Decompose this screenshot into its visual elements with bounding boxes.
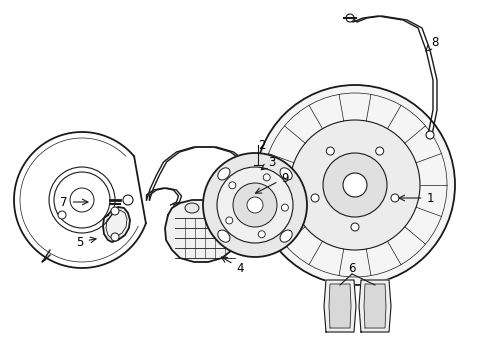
Ellipse shape: [375, 147, 383, 155]
Polygon shape: [164, 200, 240, 262]
Ellipse shape: [289, 120, 419, 250]
Polygon shape: [324, 280, 355, 332]
Ellipse shape: [123, 195, 133, 205]
Text: 2: 2: [258, 139, 265, 152]
Ellipse shape: [310, 194, 318, 202]
Ellipse shape: [217, 167, 292, 243]
Ellipse shape: [390, 194, 398, 202]
Ellipse shape: [325, 147, 334, 155]
Ellipse shape: [225, 217, 232, 224]
Ellipse shape: [203, 153, 306, 257]
Ellipse shape: [54, 172, 110, 228]
Ellipse shape: [240, 216, 247, 224]
Text: 8: 8: [425, 36, 438, 51]
Ellipse shape: [246, 197, 263, 213]
Ellipse shape: [217, 168, 229, 180]
Ellipse shape: [281, 204, 288, 211]
Ellipse shape: [215, 203, 228, 213]
Text: 3: 3: [261, 156, 275, 170]
Polygon shape: [363, 284, 385, 328]
Circle shape: [425, 131, 433, 139]
Ellipse shape: [280, 230, 292, 242]
Ellipse shape: [228, 182, 235, 189]
Text: 1: 1: [398, 192, 433, 204]
Text: 7: 7: [60, 195, 88, 208]
Polygon shape: [328, 284, 350, 328]
Ellipse shape: [323, 153, 386, 217]
Ellipse shape: [258, 231, 264, 238]
Ellipse shape: [184, 203, 199, 213]
Text: 4: 4: [221, 257, 243, 274]
Circle shape: [346, 14, 353, 22]
Ellipse shape: [58, 211, 66, 219]
Ellipse shape: [263, 174, 270, 181]
Ellipse shape: [254, 85, 454, 285]
Polygon shape: [358, 280, 390, 332]
Ellipse shape: [70, 188, 94, 212]
Ellipse shape: [350, 223, 358, 231]
Circle shape: [111, 207, 119, 215]
Text: 9: 9: [255, 171, 288, 193]
Text: 6: 6: [347, 261, 355, 274]
Ellipse shape: [232, 183, 276, 227]
Ellipse shape: [217, 230, 229, 242]
Circle shape: [111, 233, 119, 241]
Polygon shape: [103, 207, 130, 242]
Text: 5: 5: [76, 235, 96, 248]
Ellipse shape: [342, 173, 366, 197]
Ellipse shape: [280, 168, 292, 180]
